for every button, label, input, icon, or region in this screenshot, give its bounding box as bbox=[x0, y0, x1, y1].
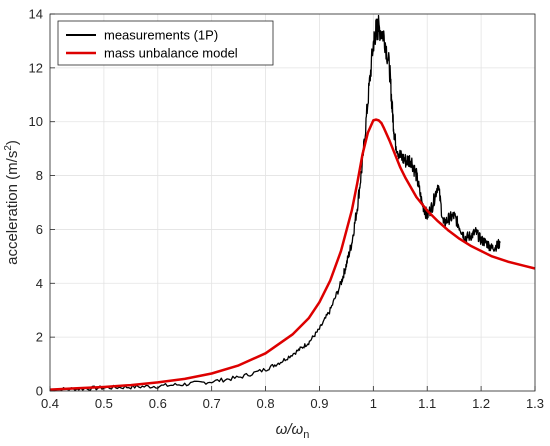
x-axis-title-main: ω/ω bbox=[276, 421, 304, 438]
y-axis-title-close: ) bbox=[4, 140, 21, 145]
x-tick-label: 0.8 bbox=[257, 396, 275, 411]
y-tick-label: 6 bbox=[36, 222, 43, 237]
x-tick-label: 1 bbox=[370, 396, 377, 411]
x-axis-title-sub: n bbox=[303, 429, 309, 441]
x-tick-label: 0.6 bbox=[149, 396, 167, 411]
legend-label-measurements: measurements (1P) bbox=[104, 28, 218, 43]
x-tick-labels: 0.4 0.5 0.6 0.7 0.8 0.9 1 1.1 1.2 1.3 bbox=[41, 396, 544, 411]
x-axis-title: ω/ωn bbox=[276, 421, 310, 441]
y-tick-labels: 0 2 4 6 8 10 12 14 bbox=[29, 7, 43, 399]
y-tick-label: 14 bbox=[29, 7, 43, 22]
y-axis-title-main: acceleration (m/s bbox=[4, 151, 21, 265]
y-tick-label: 8 bbox=[36, 168, 43, 183]
series-line-model bbox=[49, 118, 536, 391]
x-tick-label: 0.5 bbox=[95, 396, 113, 411]
x-tick-label: 0.9 bbox=[310, 396, 328, 411]
x-tick-label: 1.3 bbox=[526, 396, 544, 411]
x-tick-label: 0.7 bbox=[203, 396, 221, 411]
grid bbox=[49, 13, 536, 392]
x-tick-label: 1.2 bbox=[472, 396, 490, 411]
legend-box bbox=[57, 20, 274, 66]
x-tick-label: 1.1 bbox=[418, 396, 436, 411]
x-tick-label: 0.4 bbox=[41, 396, 59, 411]
y-tick-label: 4 bbox=[36, 276, 43, 291]
legend-label-model: mass unbalance model bbox=[104, 46, 238, 61]
y-tick-label: 12 bbox=[29, 60, 43, 75]
y-axis-title: acceleration (m/s2) bbox=[3, 140, 21, 265]
series-line-measurements bbox=[49, 14, 501, 392]
y-tick-label: 0 bbox=[36, 384, 43, 399]
y-axis-title-sup: 2 bbox=[3, 145, 14, 151]
plot-frame bbox=[49, 13, 536, 392]
y-tick-label: 2 bbox=[36, 330, 43, 345]
legend: measurements (1P) mass unbalance model bbox=[57, 20, 274, 66]
series-layer bbox=[49, 14, 536, 392]
y-tick-label: 10 bbox=[29, 114, 43, 129]
